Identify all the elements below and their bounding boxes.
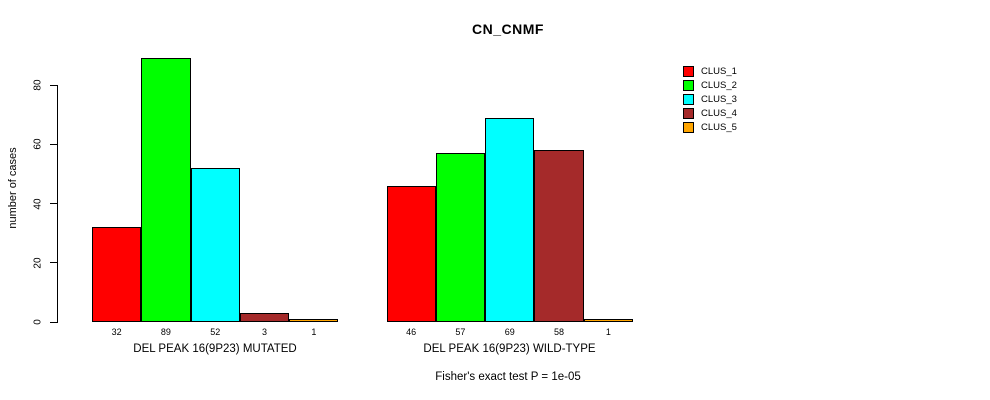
legend-label: CLUS_5 (701, 121, 737, 133)
y-tick-mark (50, 84, 57, 86)
legend-swatch-icon (683, 65, 694, 77)
y-tick-label: 80 (32, 79, 44, 91)
y-tick-mark (50, 203, 57, 204)
bar-clus_4-group1 (239, 313, 290, 322)
bar-clus_3-group2 (485, 117, 535, 322)
legend-swatch-icon (683, 121, 694, 133)
legend-swatch-icon (683, 107, 694, 119)
bar-clus_5-group1 (289, 319, 339, 322)
y-tick-label: 20 (32, 257, 44, 269)
bar-count-label: 1 (605, 327, 611, 337)
legend-item-clus_5: CLUS_5 (683, 120, 737, 134)
legend-item-clus_3: CLUS_3 (683, 92, 737, 106)
legend-label: CLUS_4 (701, 107, 737, 119)
y-tick-mark (50, 262, 57, 264)
bar-count-label: 32 (111, 327, 122, 337)
bar-clus_2-group1 (141, 58, 191, 322)
bar-clus_1-group2 (386, 185, 436, 322)
bar-clus_4-group2 (534, 150, 584, 322)
bar-count-label: 1 (311, 327, 317, 337)
x-group-label-2: DEL PEAK 16(9P23) WILD-TYPE (423, 343, 596, 355)
legend-label: CLUS_3 (701, 93, 737, 105)
fisher-annotation: Fisher's exact test P = 1e-05 (435, 371, 581, 383)
legend-item-clus_1: CLUS_1 (683, 64, 737, 78)
bar-clus_5-group2 (583, 319, 633, 322)
bar-clus_1-group1 (92, 227, 142, 322)
y-tick-label: 40 (32, 197, 44, 210)
y-tick-label: 60 (32, 138, 44, 150)
y-axis-label: number of cases (7, 147, 19, 229)
chart-title: CN_CNMF (472, 21, 544, 37)
bar-clus_3-group1 (190, 167, 240, 322)
bar-count-label: 89 (160, 327, 171, 337)
bar-count-label: 58 (554, 327, 565, 337)
bar-count-label: 69 (504, 327, 515, 337)
bar-count-label: 3 (262, 327, 268, 337)
legend-label: CLUS_1 (701, 65, 737, 77)
y-tick-mark (50, 143, 57, 145)
bar-count-label: 46 (406, 327, 417, 337)
bar-clus_2-group2 (435, 153, 486, 322)
y-axis-line (57, 85, 58, 323)
x-group-label-1: DEL PEAK 16(9P23) MUTATED (133, 343, 297, 355)
bar-count-label: 57 (455, 327, 466, 337)
y-tick-mark (50, 321, 57, 323)
legend-item-clus_2: CLUS_2 (683, 78, 737, 92)
y-tick-label: 0 (32, 319, 44, 325)
bar-count-label: 52 (210, 327, 221, 337)
legend-item-clus_4: CLUS_4 (683, 106, 737, 120)
legend-swatch-icon (683, 93, 694, 105)
legend-swatch-icon (683, 79, 694, 91)
legend-label: CLUS_2 (701, 79, 737, 91)
